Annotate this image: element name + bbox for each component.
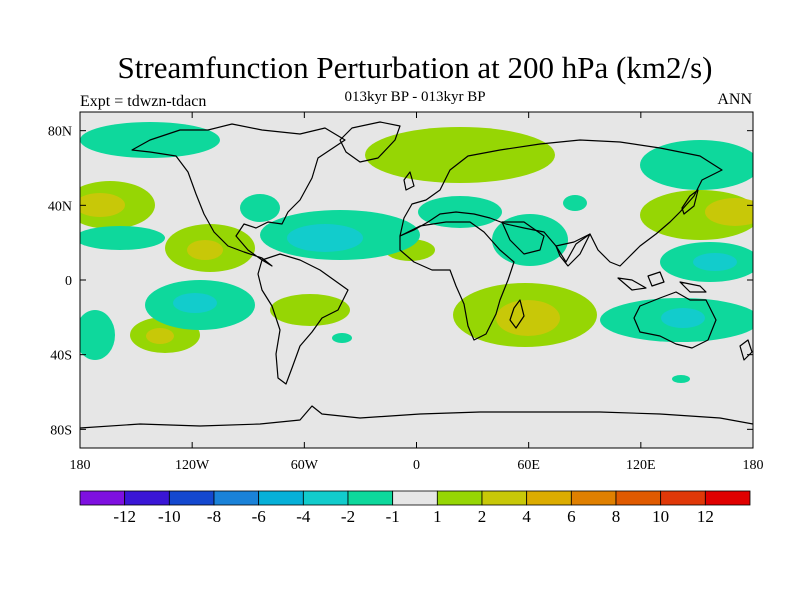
colorbar-swatch <box>213 490 260 506</box>
contour-region <box>640 140 753 190</box>
colorbar-labels: -12 -10 -8 -6 -4 -2 -1 1 2 4 6 8 10 12 <box>113 507 714 526</box>
contour-region <box>146 328 174 344</box>
colorbar-label: 12 <box>697 507 714 526</box>
colorbar-swatch <box>258 490 304 506</box>
contour-region <box>173 293 217 313</box>
lat-tick-label: 40N <box>48 199 72 214</box>
coastline-australia <box>633 291 717 349</box>
colorbar-label: 10 <box>652 507 669 526</box>
experiment-label: Expt = tdwzn-tdacn <box>80 93 207 110</box>
colorbar-swatch <box>79 490 126 506</box>
contour-region <box>80 226 165 250</box>
lat-tick-label: 40S <box>50 349 72 364</box>
latitude-labels: 80N 40N 0 40S 80S <box>48 125 72 439</box>
contour-region <box>563 195 587 211</box>
colorbar-label: 1 <box>433 507 442 526</box>
coastline-eurasia <box>399 139 723 267</box>
contour-region <box>672 375 690 383</box>
colorbar-label: 6 <box>567 507 576 526</box>
lon-tick-label: 180 <box>70 458 91 473</box>
coastline-india <box>555 233 591 267</box>
colorbar-label: 4 <box>522 507 531 526</box>
coastline-antarctica <box>80 405 753 429</box>
colorbar-swatch <box>347 490 394 506</box>
colorbar-label: -10 <box>158 507 181 526</box>
chart-title: Streamfunction Perturbation at 200 hPa (… <box>117 50 713 85</box>
colorbar-swatch <box>570 490 617 506</box>
contour-region <box>492 214 568 266</box>
season-label: ANN <box>717 91 752 108</box>
colorbar-swatch <box>615 490 662 506</box>
coastline-japan <box>681 189 699 215</box>
colorbar-swatch <box>660 490 706 506</box>
coastlines <box>80 121 753 429</box>
colorbar-swatch <box>481 490 528 506</box>
coastline-south-america <box>257 253 349 385</box>
colorbar-label: 8 <box>612 507 621 526</box>
contour-region <box>270 294 350 326</box>
contour-region <box>693 253 737 271</box>
lat-tick-label: 80S <box>50 423 72 438</box>
colorbar-label: -8 <box>207 507 221 526</box>
coastline-greenland <box>339 121 401 163</box>
colorbar-label: -2 <box>341 507 355 526</box>
contour-region <box>287 224 363 252</box>
contour-region <box>365 127 555 183</box>
colorbar-swatch <box>436 490 483 506</box>
lat-tick-label: 0 <box>65 274 72 289</box>
lon-tick-label: 180 <box>743 458 764 473</box>
coastline-indonesia <box>617 271 707 293</box>
colorbar-swatch <box>302 490 349 506</box>
colorbar-swatch <box>704 490 751 506</box>
lon-tick-label: 0 <box>413 458 420 473</box>
map-tick-marks <box>79 112 754 448</box>
colorbar <box>79 490 751 506</box>
contour-region <box>661 308 705 328</box>
contour-region <box>187 240 223 260</box>
colorbar-label: -6 <box>252 507 266 526</box>
contour-region <box>80 193 125 217</box>
lon-tick-label: 60E <box>517 458 540 473</box>
colorbar-swatch <box>168 490 215 506</box>
lon-tick-label: 120W <box>175 458 210 473</box>
coastline-british-isles <box>403 171 415 191</box>
longitude-labels: 180 120W 60W 0 60E 120E 180 <box>70 458 764 473</box>
contour-region <box>496 300 560 336</box>
colorbar-label: -12 <box>113 507 136 526</box>
colorbar-swatch <box>392 490 438 506</box>
colorbar-label: 2 <box>478 507 487 526</box>
contour-region <box>240 194 280 222</box>
coastline-africa <box>399 221 515 341</box>
coastline-arabia <box>501 221 545 255</box>
colorbar-label: -1 <box>386 507 400 526</box>
colorbar-swatch <box>526 490 572 506</box>
lon-tick-label: 120E <box>626 458 656 473</box>
contour-region <box>705 198 753 226</box>
contour-region <box>80 310 115 360</box>
coastline-new-zealand <box>739 339 753 361</box>
contour-region <box>332 333 352 343</box>
colorbar-swatch <box>124 490 170 506</box>
coastline-north-america <box>131 123 346 267</box>
chart-subtitle: 013kyr BP - 013kyr BP <box>344 89 486 105</box>
coastline-madagascar <box>509 299 525 329</box>
colorbar-label: -4 <box>296 507 311 526</box>
lat-tick-label: 80N <box>48 125 72 140</box>
lon-tick-label: 60W <box>291 458 319 473</box>
